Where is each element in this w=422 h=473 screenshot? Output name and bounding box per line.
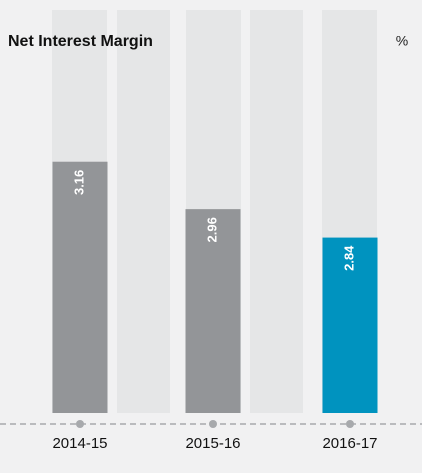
- value-label: 2.84: [341, 245, 356, 271]
- bar: [52, 161, 108, 413]
- x-tick-label: 2014-15: [52, 435, 107, 452]
- bar: [322, 237, 378, 413]
- background-stripe: [250, 10, 303, 413]
- value-label: 2.96: [204, 217, 219, 242]
- tick-dot: [76, 420, 84, 428]
- tick-dot: [209, 420, 217, 428]
- unit-label: %: [396, 33, 408, 49]
- chart-title: Net Interest Margin: [8, 33, 153, 50]
- background-stripe: [117, 10, 170, 413]
- x-tick-label: 2016-17: [322, 435, 377, 452]
- tick-dot: [346, 420, 354, 428]
- x-tick-label: 2015-16: [185, 435, 240, 452]
- value-label: 3.16: [71, 170, 86, 195]
- bar: [185, 209, 241, 413]
